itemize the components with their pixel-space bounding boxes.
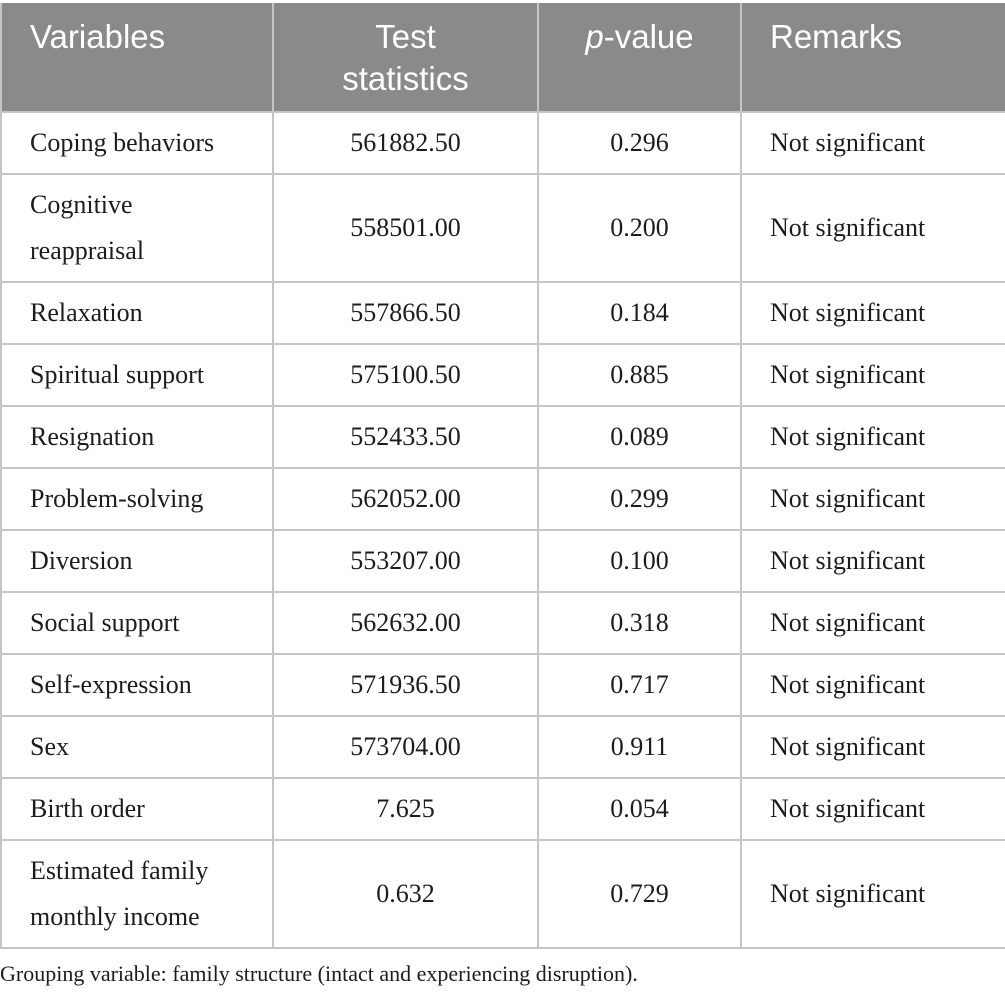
p-value-cell: 0.885: [537, 343, 742, 407]
remark-cell: Not significant: [740, 777, 1005, 841]
variable-cell: Coping behaviors: [0, 111, 274, 175]
test-statistic-cell: 573704.00: [272, 715, 539, 779]
header-p-value: p-value: [537, 3, 742, 113]
table-row: Estimated family monthly income 0.632 0.…: [0, 839, 1005, 949]
table-row: Coping behaviors 561882.50 0.296 Not sig…: [0, 111, 1005, 175]
p-value-cell: 0.100: [537, 529, 742, 593]
table-footnote: Grouping variable: family structure (int…: [0, 961, 638, 986]
table-row: Sex 573704.00 0.911 Not significant: [0, 715, 1005, 779]
p-value-italic-p: p: [585, 18, 604, 55]
variable-cell: Spiritual support: [0, 343, 274, 407]
remark-cell: Not significant: [740, 343, 1005, 407]
variable-cell: Problem-solving: [0, 467, 274, 531]
p-value-cell: 0.184: [537, 281, 742, 345]
p-value-cell: 0.200: [537, 173, 742, 283]
remark-cell: Not significant: [740, 405, 1005, 469]
statistics-table: Variables Test statistics p-value Remark…: [0, 3, 1005, 949]
header-variables: Variables: [0, 3, 274, 113]
p-value-cell: 0.729: [537, 839, 742, 949]
test-statistic-cell: 552433.50: [272, 405, 539, 469]
test-statistic-cell: 558501.00: [272, 173, 539, 283]
variable-cell: Relaxation: [0, 281, 274, 345]
table-row: Diversion 553207.00 0.100 Not significan…: [0, 529, 1005, 593]
test-statistic-cell: 575100.50: [272, 343, 539, 407]
variable-cell: Estimated family monthly income: [0, 839, 274, 949]
test-statistic-cell: 0.632: [272, 839, 539, 949]
variable-cell: Sex: [0, 715, 274, 779]
table-row: Social support 562632.00 0.318 Not signi…: [0, 591, 1005, 655]
remark-cell: Not significant: [740, 111, 1005, 175]
p-value-cell: 0.089: [537, 405, 742, 469]
variable-cell: Self-expression: [0, 653, 274, 717]
table-row: Birth order 7.625 0.054 Not significant: [0, 777, 1005, 841]
remark-cell: Not significant: [740, 591, 1005, 655]
remark-cell: Not significant: [740, 715, 1005, 779]
test-statistic-cell: 562632.00: [272, 591, 539, 655]
variable-cell: Social support: [0, 591, 274, 655]
table-row: Relaxation 557866.50 0.184 Not significa…: [0, 281, 1005, 345]
remark-cell: Not significant: [740, 529, 1005, 593]
test-statistic-cell: 553207.00: [272, 529, 539, 593]
test-statistic-cell: 557866.50: [272, 281, 539, 345]
variable-cell: Diversion: [0, 529, 274, 593]
p-value-cell: 0.318: [537, 591, 742, 655]
test-statistic-cell: 7.625: [272, 777, 539, 841]
p-value-cell: 0.296: [537, 111, 742, 175]
remark-cell: Not significant: [740, 839, 1005, 949]
variable-cell: Birth order: [0, 777, 274, 841]
variable-cell: Resignation: [0, 405, 274, 469]
table-row: Cognitive reappraisal 558501.00 0.200 No…: [0, 173, 1005, 283]
remark-cell: Not significant: [740, 173, 1005, 283]
p-value-suffix: -value: [603, 18, 694, 55]
test-statistic-cell: 561882.50: [272, 111, 539, 175]
p-value-cell: 0.054: [537, 777, 742, 841]
table-row: Spiritual support 575100.50 0.885 Not si…: [0, 343, 1005, 407]
remark-cell: Not significant: [740, 281, 1005, 345]
variable-cell: Cognitive reappraisal: [0, 173, 274, 283]
table-row: Resignation 552433.50 0.089 Not signific…: [0, 405, 1005, 469]
remark-cell: Not significant: [740, 467, 1005, 531]
p-value-cell: 0.911: [537, 715, 742, 779]
header-remarks: Remarks: [740, 3, 1005, 113]
test-statistic-cell: 571936.50: [272, 653, 539, 717]
p-value-cell: 0.717: [537, 653, 742, 717]
remark-cell: Not significant: [740, 653, 1005, 717]
test-statistic-cell: 562052.00: [272, 467, 539, 531]
table-row: Self-expression 571936.50 0.717 Not sign…: [0, 653, 1005, 717]
header-row: Variables Test statistics p-value Remark…: [0, 3, 1005, 113]
header-test-statistics: Test statistics: [272, 3, 539, 113]
table-row: Problem-solving 562052.00 0.299 Not sign…: [0, 467, 1005, 531]
p-value-cell: 0.299: [537, 467, 742, 531]
